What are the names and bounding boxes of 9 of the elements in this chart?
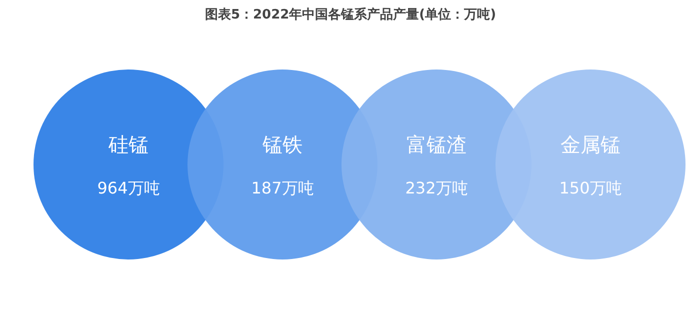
category-label: 锰铁	[262, 132, 302, 156]
data-label: 232万吨	[405, 178, 468, 198]
data-label: 187万吨	[251, 178, 314, 198]
category-label: 富锰渣	[406, 132, 466, 156]
category-label: 硅锰	[108, 132, 148, 156]
category-label: 金属锰	[560, 132, 620, 156]
data-label: 150万吨	[559, 178, 622, 198]
data-label: 964万吨	[97, 178, 160, 198]
text: 图表5：2022年中国各锰系产品产量(单位：万吨)	[204, 6, 496, 22]
